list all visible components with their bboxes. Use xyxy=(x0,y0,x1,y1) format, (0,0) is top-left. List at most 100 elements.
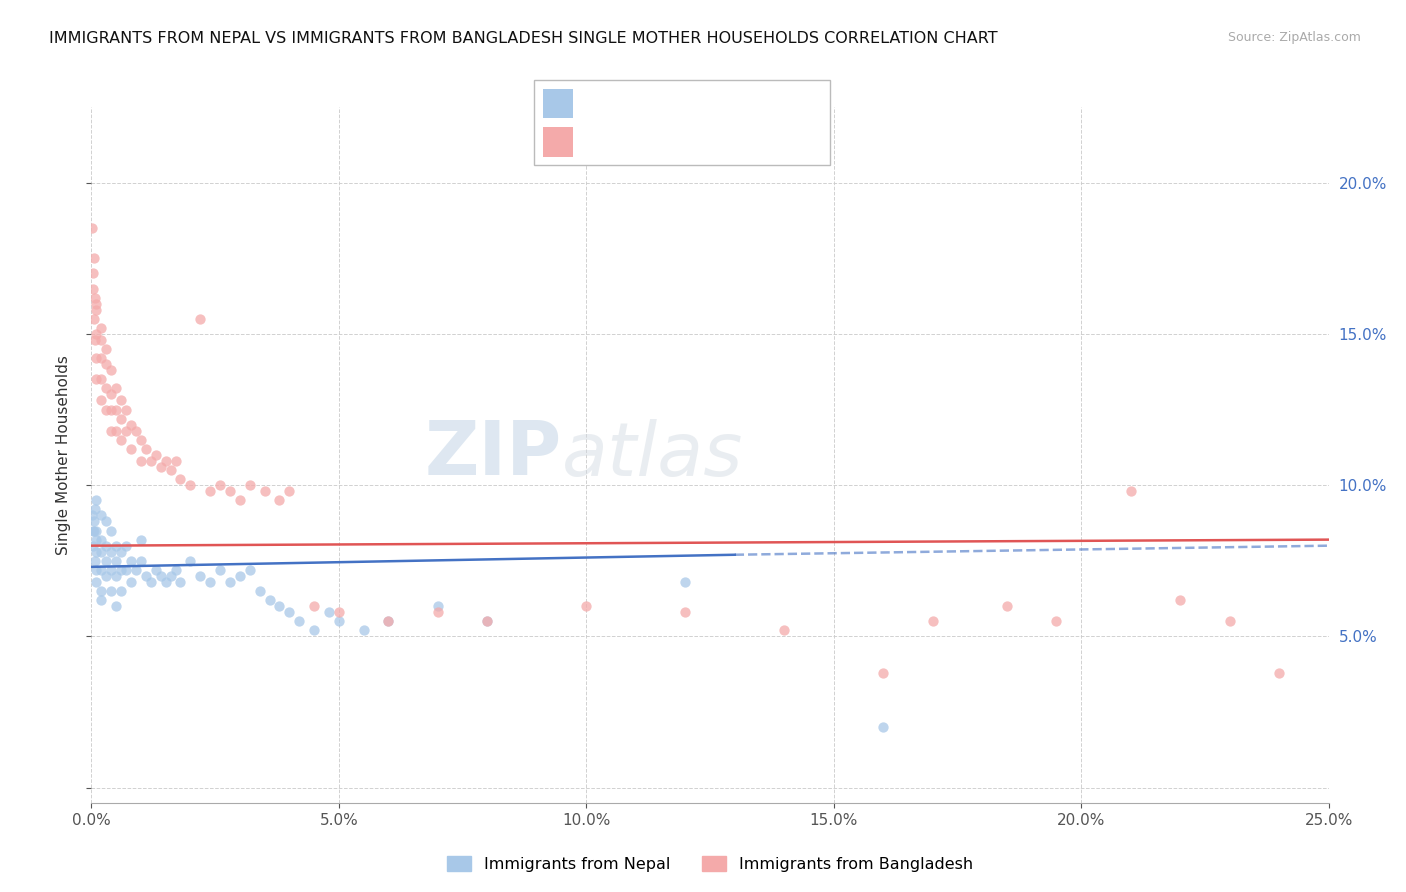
Point xyxy=(90,593,112,607)
Point xyxy=(259,593,281,607)
Point xyxy=(1268,665,1291,680)
Point xyxy=(100,584,122,599)
Point xyxy=(115,402,138,417)
Point xyxy=(110,433,132,447)
Point xyxy=(1045,615,1067,629)
Point xyxy=(318,605,340,619)
Point xyxy=(575,599,598,614)
Point xyxy=(159,463,181,477)
FancyBboxPatch shape xyxy=(543,127,572,157)
Point xyxy=(165,563,187,577)
Point xyxy=(82,539,104,553)
Point xyxy=(100,524,122,538)
Point xyxy=(229,493,252,508)
Point xyxy=(145,448,167,462)
Point xyxy=(90,321,112,335)
Point xyxy=(253,484,276,499)
Point xyxy=(328,615,350,629)
Point xyxy=(96,381,118,395)
Text: R =  0.008   N = 72: R = 0.008 N = 72 xyxy=(582,134,738,149)
Point xyxy=(84,302,107,317)
Point xyxy=(96,402,118,417)
Point xyxy=(120,574,142,589)
Point xyxy=(83,311,105,326)
Point xyxy=(773,624,796,638)
Point xyxy=(96,554,118,568)
Point xyxy=(105,599,128,614)
Point xyxy=(278,484,301,499)
Point xyxy=(302,599,325,614)
Point xyxy=(1219,615,1241,629)
Text: R =  0.017   N = 70: R = 0.017 N = 70 xyxy=(582,95,738,111)
Point xyxy=(120,554,142,568)
Point xyxy=(96,539,118,553)
Point xyxy=(115,424,138,438)
Point xyxy=(90,533,112,547)
Y-axis label: Single Mother Households: Single Mother Households xyxy=(56,355,70,555)
Text: IMMIGRANTS FROM NEPAL VS IMMIGRANTS FROM BANGLADESH SINGLE MOTHER HOUSEHOLDS COR: IMMIGRANTS FROM NEPAL VS IMMIGRANTS FROM… xyxy=(49,31,998,46)
Point xyxy=(139,574,162,589)
Point xyxy=(83,515,105,529)
Point xyxy=(159,569,181,583)
Point xyxy=(129,454,152,468)
Point xyxy=(96,569,118,583)
Point xyxy=(129,554,152,568)
Point xyxy=(84,333,107,347)
Point xyxy=(86,545,108,559)
Point xyxy=(105,402,128,417)
Point xyxy=(278,605,301,619)
Point xyxy=(120,417,142,432)
Point xyxy=(83,524,105,538)
Point xyxy=(288,615,311,629)
Point xyxy=(426,605,449,619)
Point xyxy=(219,574,242,589)
Point xyxy=(86,351,108,365)
Point xyxy=(1119,484,1142,499)
Point xyxy=(188,569,211,583)
Point xyxy=(129,533,152,547)
Point xyxy=(82,524,104,538)
Point xyxy=(125,424,148,438)
Point xyxy=(673,605,696,619)
Point xyxy=(110,584,132,599)
Text: atlas: atlas xyxy=(561,419,742,491)
Point xyxy=(269,599,291,614)
Point xyxy=(377,615,399,629)
Point xyxy=(90,333,112,347)
Point xyxy=(96,357,118,371)
FancyBboxPatch shape xyxy=(534,80,830,165)
Point xyxy=(328,605,350,619)
Point xyxy=(100,545,122,559)
Point xyxy=(110,563,132,577)
Point xyxy=(90,372,112,386)
Point xyxy=(86,326,108,341)
Point xyxy=(86,563,108,577)
Point xyxy=(105,539,128,553)
Point xyxy=(209,563,232,577)
Point xyxy=(169,472,191,486)
Point xyxy=(872,665,894,680)
Point xyxy=(90,545,112,559)
Point xyxy=(110,393,132,408)
Point xyxy=(673,574,696,589)
Point xyxy=(477,615,499,629)
Point xyxy=(83,502,105,516)
Point xyxy=(1168,593,1191,607)
FancyBboxPatch shape xyxy=(543,89,572,119)
Point xyxy=(100,363,122,377)
Point xyxy=(135,569,157,583)
Point xyxy=(145,563,167,577)
Point xyxy=(188,311,211,326)
Point xyxy=(82,281,104,295)
Legend: Immigrants from Nepal, Immigrants from Bangladesh: Immigrants from Nepal, Immigrants from B… xyxy=(440,850,980,879)
Point xyxy=(105,569,128,583)
Point xyxy=(155,574,177,589)
Point xyxy=(83,252,105,266)
Point xyxy=(86,524,108,538)
Point xyxy=(90,584,112,599)
Point xyxy=(155,454,177,468)
Point xyxy=(83,291,105,305)
Point xyxy=(105,424,128,438)
Point xyxy=(149,569,172,583)
Point xyxy=(115,539,138,553)
